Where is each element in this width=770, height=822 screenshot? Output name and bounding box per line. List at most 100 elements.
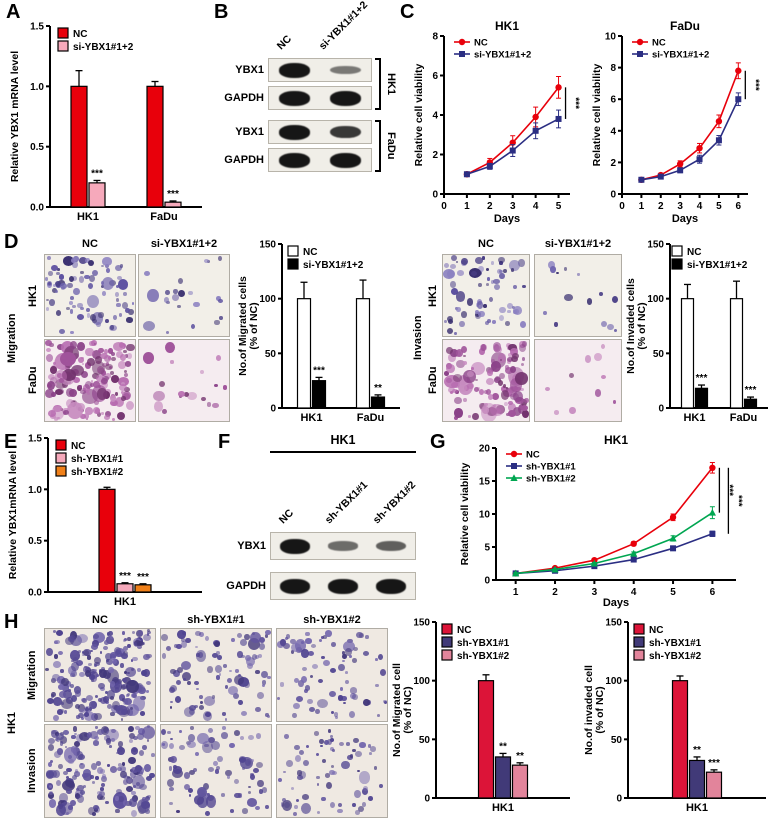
cell-dot	[216, 675, 220, 680]
cell-dot	[226, 775, 231, 779]
cell-dot	[132, 693, 138, 699]
cell-dot	[71, 650, 78, 656]
cell-dot	[117, 278, 129, 290]
cell-dot	[112, 658, 117, 664]
cell-dot	[115, 808, 120, 814]
cell-dot	[195, 650, 206, 662]
panel-c-label: C	[400, 1, 415, 23]
cell-dot	[363, 699, 370, 706]
cell-dot	[50, 365, 58, 374]
cell-dot	[310, 674, 314, 678]
cell-dot	[492, 342, 502, 352]
cell-dot	[480, 344, 487, 351]
cell-dot	[131, 631, 135, 635]
cell-dot	[367, 796, 374, 801]
cell-dot	[73, 740, 80, 748]
cell-dot	[214, 383, 218, 387]
cell-dot	[88, 806, 96, 815]
cell-dot	[518, 344, 526, 353]
cell-dot	[474, 378, 478, 381]
blot-band	[280, 578, 310, 594]
cell-dot	[57, 343, 65, 350]
cell-dot	[87, 732, 93, 739]
cell-dot	[497, 353, 507, 363]
svg-text:4: 4	[610, 126, 616, 137]
cell-dot	[123, 645, 129, 652]
cell-dot	[55, 310, 61, 316]
cell-dot	[198, 704, 205, 710]
cell-dot	[93, 807, 99, 813]
cell-dot	[90, 775, 94, 779]
cell-dot	[208, 727, 214, 733]
cell-dot	[193, 704, 198, 709]
cell-dot	[178, 391, 185, 397]
cell-dot	[49, 769, 57, 778]
viability-line-chart-fadu: FaDu 0 2 4 6 8 10 0 1 2 3 4 5 6 Relative cell viabilit…	[592, 19, 760, 225]
cell-dot	[479, 389, 485, 396]
cell-dot	[325, 781, 332, 789]
cell-dot	[339, 687, 344, 692]
cell-dot	[66, 306, 70, 311]
cell-dot	[188, 705, 196, 712]
cell-dot	[307, 650, 314, 657]
cell-dot	[93, 740, 99, 746]
cell-dot	[458, 320, 465, 328]
cell-dot	[460, 345, 467, 353]
col-head-nc: NC	[92, 614, 108, 626]
cell-dot	[129, 733, 135, 740]
cell-dot	[65, 789, 72, 795]
svg-text:20: 20	[479, 444, 491, 455]
cell-dot	[478, 282, 483, 288]
cell-dot	[68, 275, 74, 282]
cell-dot	[105, 362, 110, 366]
cell-dot	[110, 652, 118, 659]
cell-dot	[173, 766, 182, 774]
cell-dot	[102, 645, 108, 651]
cell-dot	[128, 739, 133, 744]
cell-dot	[492, 393, 499, 400]
cell-dot	[193, 301, 200, 308]
cell-dot	[52, 283, 57, 288]
svg-text:150: 150	[647, 240, 664, 251]
cell-dot	[94, 694, 99, 698]
cell-dot	[201, 397, 206, 402]
cell-dot	[168, 766, 173, 771]
cell-dot	[98, 683, 105, 690]
cell-dot	[86, 391, 90, 395]
cell-dot	[124, 386, 131, 392]
cell-dot	[96, 388, 108, 401]
svg-text:si-YBX1#1+2: si-YBX1#1+2	[303, 260, 364, 271]
cell-dot	[170, 700, 173, 704]
cell-dot	[142, 726, 155, 739]
cell-dot	[451, 288, 459, 295]
cell-dot	[130, 809, 138, 817]
cell-dot	[521, 410, 529, 418]
blot-band	[376, 578, 406, 594]
cell-dot	[82, 654, 85, 657]
cell-dot	[74, 769, 78, 773]
cell-dot	[62, 770, 68, 776]
cell-dot	[77, 313, 84, 320]
svg-text:4: 4	[697, 201, 703, 212]
cell-dot	[577, 273, 580, 276]
cell-dot	[352, 693, 358, 700]
blot-group-label-hk1: HK1	[385, 72, 397, 95]
cell-dot	[383, 699, 387, 704]
svg-text:***: ***	[708, 758, 720, 769]
cell-dot	[258, 642, 266, 650]
cell-dot	[73, 771, 80, 777]
cell-dot	[294, 755, 301, 763]
cell-dot	[331, 711, 335, 715]
cell-dot	[142, 745, 148, 751]
svg-text:HK1: HK1	[492, 802, 514, 814]
svg-text:150: 150	[605, 618, 622, 629]
cell-dot	[112, 342, 124, 352]
svg-text:***: ***	[745, 385, 757, 396]
cell-dot	[45, 307, 50, 311]
cell-dot	[347, 638, 353, 644]
cell-dot	[127, 671, 130, 674]
cell-dot	[303, 759, 310, 766]
cell-dot	[374, 683, 379, 688]
cell-dot	[329, 737, 335, 742]
cell-dot	[205, 811, 210, 816]
